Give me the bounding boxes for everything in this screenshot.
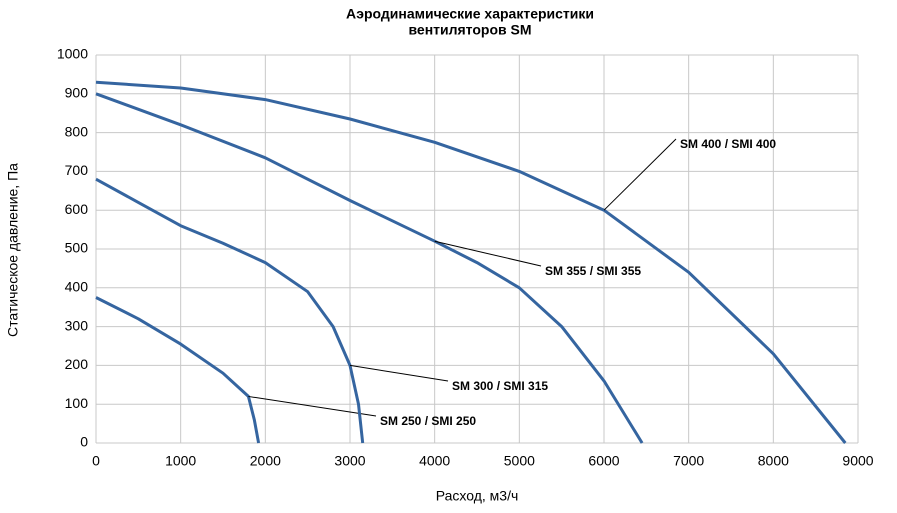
x-tick-label: 4000 xyxy=(419,453,450,469)
leader-line xyxy=(349,364,449,382)
y-tick-label: 400 xyxy=(65,279,89,295)
x-tick-label: 0 xyxy=(92,453,100,469)
x-tick-label: 6000 xyxy=(588,453,619,469)
series-line xyxy=(95,177,365,444)
leader-line xyxy=(248,395,377,417)
series-line xyxy=(95,296,261,444)
chart-title: Аэродинамические характеристики xyxy=(346,6,594,22)
series-label: SM 300 / SMI 315 xyxy=(452,379,548,393)
y-tick-label: 500 xyxy=(65,240,89,256)
series-line xyxy=(95,92,644,444)
y-tick-label: 600 xyxy=(65,201,89,217)
x-tick-label: 3000 xyxy=(334,453,365,469)
y-tick-label: 100 xyxy=(65,395,89,411)
leader-line xyxy=(603,138,677,211)
x-tick-label: 2000 xyxy=(250,453,281,469)
y-tick-label: 1000 xyxy=(57,46,88,62)
y-tick-label: 200 xyxy=(65,356,89,372)
series-label: SM 400 / SMI 400 xyxy=(680,137,776,151)
y-tick-label: 900 xyxy=(65,85,89,101)
y-tick-label: 300 xyxy=(65,317,89,333)
y-tick-label: 0 xyxy=(80,434,88,450)
series-label: SM 355 / SMI 355 xyxy=(545,264,641,278)
series-label: SM 250 / SMI 250 xyxy=(380,414,476,428)
x-tick-label: 8000 xyxy=(758,453,789,469)
leader-line xyxy=(434,240,542,267)
y-axis-label: Статическое давление, Па xyxy=(5,163,21,337)
series-line xyxy=(95,80,847,444)
x-tick-label: 1000 xyxy=(165,453,196,469)
y-tick-label: 800 xyxy=(65,123,89,139)
x-axis-label: Расход, м3/ч xyxy=(436,488,519,504)
x-tick-label: 7000 xyxy=(673,453,704,469)
y-tick-label: 700 xyxy=(65,162,89,178)
chart-subtitle: вентиляторов SM xyxy=(408,22,531,38)
x-tick-label: 5000 xyxy=(504,453,535,469)
x-tick-label: 9000 xyxy=(842,453,873,469)
